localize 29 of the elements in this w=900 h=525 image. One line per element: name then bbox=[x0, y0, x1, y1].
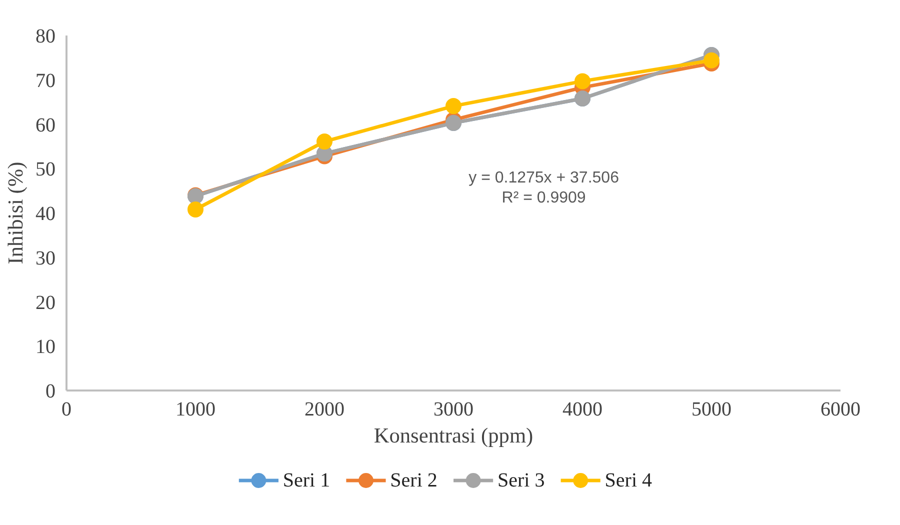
x-tick-label: 0 bbox=[62, 398, 72, 420]
legend-label: Seri 1 bbox=[282, 470, 330, 492]
point bbox=[446, 98, 462, 114]
y-tick-label: 50 bbox=[36, 158, 56, 181]
y-tick-label: 70 bbox=[36, 70, 56, 92]
annotation: y = 0.1275x + 37.506 bbox=[468, 169, 620, 186]
x-tick-label: 4000 bbox=[562, 398, 602, 420]
y-axis-title: Inhibisi (%) bbox=[4, 162, 28, 264]
legend-label: Seri 3 bbox=[497, 470, 545, 492]
x-axis-title: Konsentrasi (ppm) bbox=[374, 424, 534, 448]
legend-label: Seri 2 bbox=[390, 470, 438, 492]
point bbox=[574, 73, 590, 90]
x-tick-label: 2000 bbox=[304, 398, 344, 420]
y-tick-label: 60 bbox=[36, 114, 56, 136]
point bbox=[316, 134, 332, 150]
y-tick-label: 0 bbox=[46, 380, 56, 402]
point bbox=[188, 201, 204, 218]
x-tick-label: 6000 bbox=[820, 398, 860, 420]
y-tick-label: 20 bbox=[36, 292, 56, 314]
legend-label: Seri 4 bbox=[604, 470, 652, 492]
y-tick-label: 40 bbox=[36, 203, 56, 225]
x-tick-label: 3000 bbox=[434, 398, 474, 420]
point bbox=[704, 52, 720, 68]
y-tick-label: 30 bbox=[36, 247, 56, 270]
x-tick-label: 1000 bbox=[176, 398, 216, 420]
x-tick-label: 5000 bbox=[692, 398, 732, 420]
y-tick-label: 10 bbox=[36, 336, 56, 358]
annotation: R² = 0.9909 bbox=[502, 189, 586, 206]
y-tick-label: 80 bbox=[36, 26, 56, 48]
